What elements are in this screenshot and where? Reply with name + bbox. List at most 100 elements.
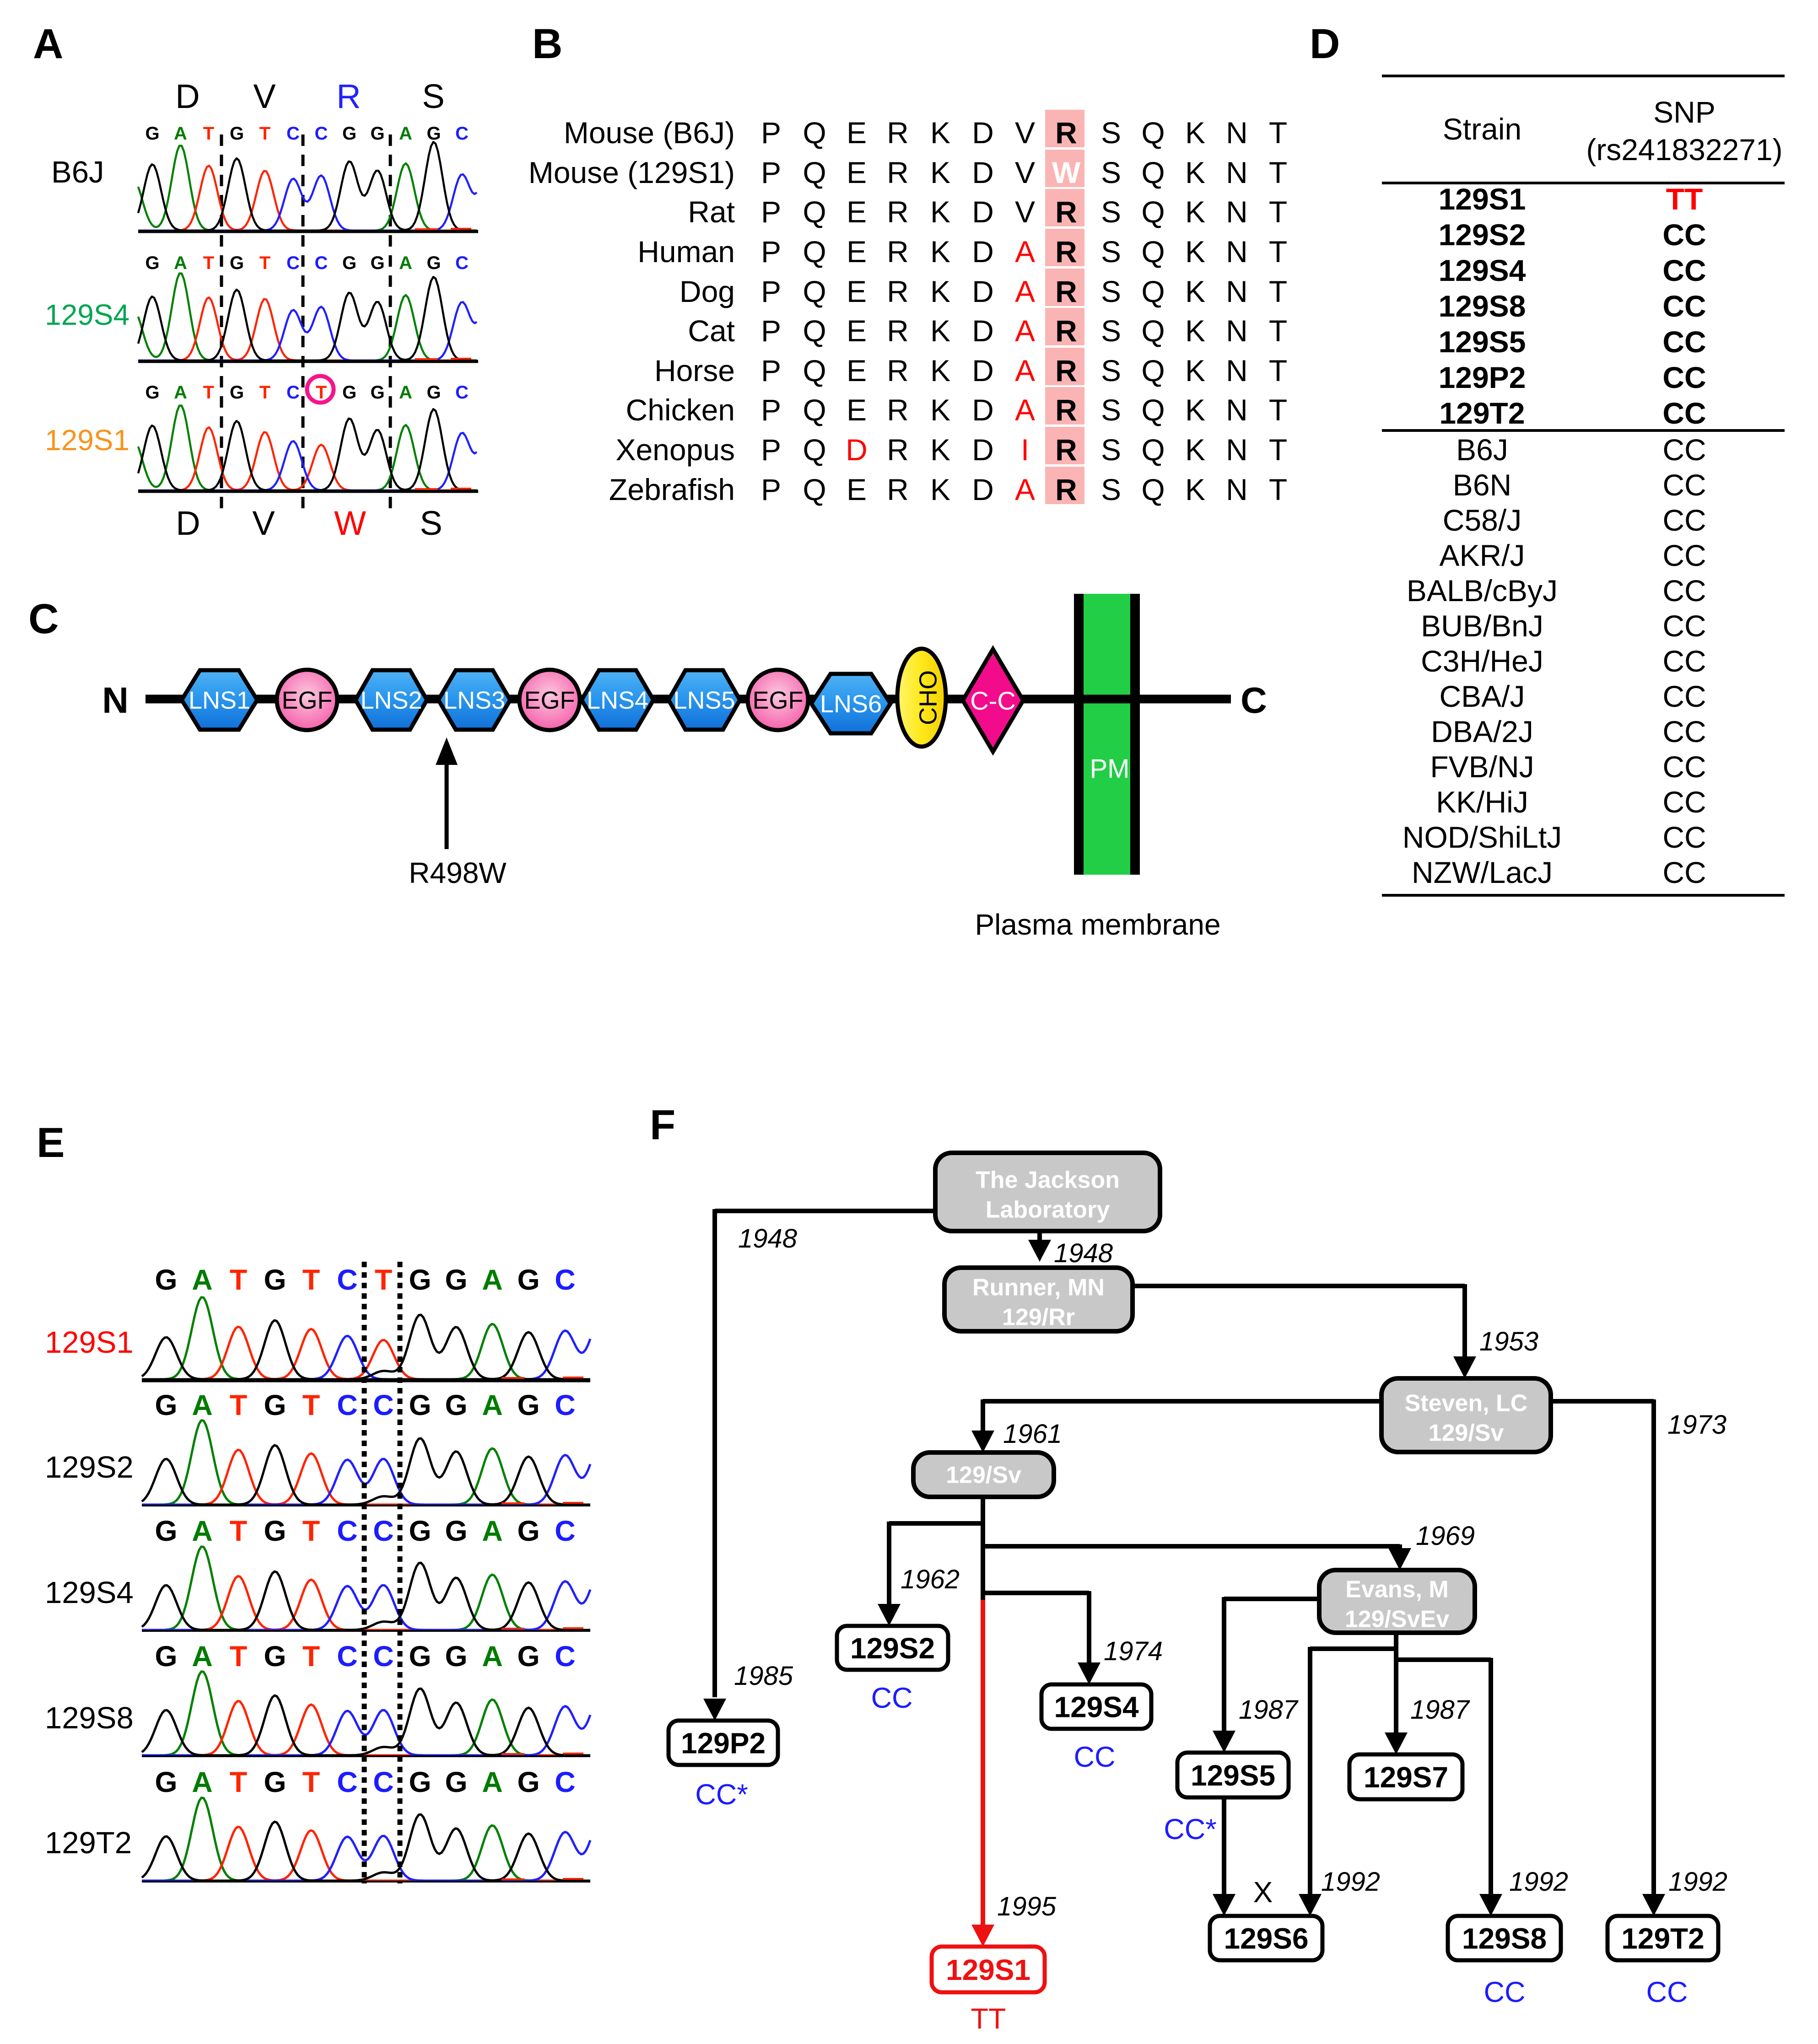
svg-text:Evans, M: Evans, M: [1345, 1576, 1448, 1603]
svg-text:G: G: [230, 124, 244, 144]
svg-text:C: C: [555, 1515, 576, 1547]
svg-text:C: C: [337, 1389, 358, 1421]
svg-text:G: G: [145, 253, 159, 273]
svg-text:I: I: [1021, 433, 1029, 467]
svg-text:Q: Q: [1141, 433, 1165, 467]
svg-text:G: G: [409, 1264, 431, 1296]
svg-text:1985: 1985: [734, 1661, 793, 1691]
svg-text:K: K: [930, 473, 950, 506]
svg-text:K: K: [1185, 116, 1205, 150]
svg-text:G: G: [264, 1264, 286, 1296]
svg-text:129S7: 129S7: [1364, 1761, 1448, 1794]
svg-text:G: G: [264, 1389, 286, 1421]
svg-text:K: K: [1185, 354, 1205, 387]
svg-text:C: C: [373, 1515, 394, 1547]
svg-text:A: A: [1015, 314, 1035, 348]
svg-text:A: A: [482, 1389, 503, 1421]
svg-text:C: C: [337, 1641, 358, 1673]
svg-text:129/SvEv: 129/SvEv: [1345, 1606, 1449, 1633]
svg-text:A: A: [192, 1766, 213, 1798]
svg-text:A: A: [174, 124, 187, 144]
svg-text:LNS4: LNS4: [587, 687, 648, 714]
svg-text:Q: Q: [1141, 235, 1165, 269]
svg-text:P: P: [761, 116, 781, 150]
svg-text:G: G: [342, 382, 356, 403]
svg-text:SNP: SNP: [1653, 95, 1716, 129]
svg-text:T: T: [302, 1389, 320, 1421]
svg-text:K: K: [930, 354, 950, 387]
svg-text:FVB/NJ: FVB/NJ: [1430, 750, 1534, 784]
svg-text:Plasma membrane: Plasma membrane: [975, 908, 1220, 941]
svg-text:S: S: [422, 77, 444, 115]
svg-text:Dog: Dog: [680, 274, 735, 308]
svg-text:V: V: [1015, 116, 1035, 150]
svg-text:K: K: [1185, 195, 1205, 229]
svg-text:E: E: [847, 116, 867, 150]
svg-text:R: R: [1055, 274, 1077, 308]
svg-text:T: T: [302, 1766, 320, 1798]
svg-text:1948: 1948: [738, 1224, 797, 1253]
svg-text:N: N: [1226, 274, 1248, 308]
svg-text:CC: CC: [1662, 679, 1706, 713]
svg-text:A: A: [399, 253, 412, 273]
svg-text:G: G: [409, 1766, 431, 1798]
svg-text:Mouse (B6J): Mouse (B6J): [564, 116, 735, 150]
svg-text:Laboratory: Laboratory: [986, 1197, 1110, 1223]
svg-text:D: D: [972, 354, 994, 387]
svg-text:P: P: [761, 393, 781, 427]
svg-text:K: K: [1185, 314, 1205, 348]
svg-text:N: N: [1226, 473, 1248, 506]
svg-text:1995: 1995: [997, 1892, 1057, 1921]
svg-text:A: A: [482, 1515, 503, 1547]
svg-text:R: R: [1055, 473, 1077, 506]
svg-text:N: N: [1226, 235, 1248, 269]
svg-text:T: T: [203, 382, 214, 403]
svg-text:G: G: [155, 1389, 177, 1421]
svg-text:E: E: [847, 156, 867, 189]
svg-text:T: T: [1269, 116, 1287, 150]
svg-text:C: C: [455, 382, 469, 403]
svg-text:CC: CC: [1662, 609, 1706, 643]
svg-text:E: E: [847, 235, 867, 269]
svg-text:CC*: CC*: [695, 1779, 748, 1811]
svg-text:CHO: CHO: [914, 670, 942, 725]
svg-text:CC: CC: [871, 1682, 913, 1714]
svg-text:G: G: [445, 1515, 467, 1547]
svg-text:Steven, LC: Steven, LC: [1405, 1390, 1528, 1417]
svg-text:CC: CC: [1662, 468, 1706, 502]
svg-text:(rs241832271): (rs241832271): [1586, 133, 1782, 167]
svg-text:E: E: [847, 354, 867, 387]
svg-text:B6J: B6J: [51, 155, 104, 189]
svg-text:D: D: [972, 116, 994, 150]
svg-text:CC: CC: [1662, 855, 1706, 889]
svg-text:CC: CC: [1662, 253, 1706, 287]
svg-text:V: V: [1015, 156, 1035, 189]
svg-text:R: R: [1055, 393, 1077, 427]
svg-text:1961: 1961: [1003, 1419, 1062, 1449]
svg-text:C: C: [455, 253, 469, 273]
svg-text:P: P: [761, 473, 781, 506]
svg-text:K: K: [930, 433, 950, 467]
svg-text:C: C: [1241, 680, 1267, 721]
svg-text:T: T: [203, 124, 214, 144]
svg-text:T: T: [302, 1264, 320, 1296]
svg-text:A: A: [1015, 393, 1035, 427]
svg-text:NOD/ShiLtJ: NOD/ShiLtJ: [1403, 820, 1562, 854]
svg-text:D: D: [846, 433, 868, 467]
svg-text:K: K: [930, 156, 950, 189]
svg-text:129P2: 129P2: [1439, 360, 1526, 394]
svg-text:T: T: [230, 1766, 247, 1798]
svg-text:129S1: 129S1: [45, 1325, 134, 1360]
svg-text:T: T: [302, 1515, 320, 1547]
svg-text:T: T: [316, 382, 327, 403]
svg-text:LNS2: LNS2: [360, 687, 422, 714]
svg-text:Runner, MN: Runner, MN: [972, 1275, 1105, 1301]
svg-text:Zebrafish: Zebrafish: [609, 473, 735, 506]
svg-text:D: D: [972, 433, 994, 467]
svg-text:S: S: [1101, 156, 1121, 189]
svg-text:N: N: [1226, 116, 1248, 150]
svg-text:N: N: [1226, 393, 1248, 427]
svg-text:G: G: [426, 124, 441, 144]
svg-text:C58/J: C58/J: [1443, 503, 1521, 537]
svg-text:G: G: [445, 1641, 467, 1673]
